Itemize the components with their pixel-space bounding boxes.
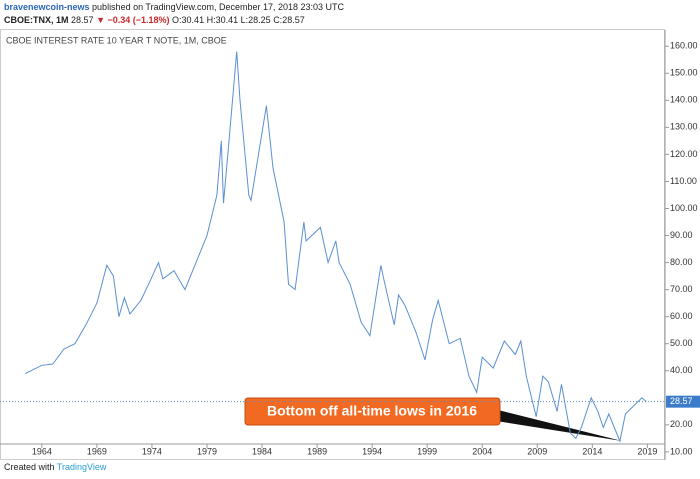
- low: L:28.25: [240, 15, 271, 25]
- y-tick-label: 80.00: [670, 257, 693, 267]
- y-tick-label: 90.00: [670, 230, 693, 240]
- close: C:28.57: [273, 15, 305, 25]
- y-tick-label: 20.00: [670, 419, 693, 429]
- x-tick-label: 2014: [582, 446, 602, 456]
- price-line: [25, 51, 647, 443]
- x-tick-label: 1994: [362, 446, 382, 456]
- published: published on TradingView.com, December 1…: [92, 2, 345, 12]
- x-tick-label: 2004: [472, 446, 492, 456]
- last: 28.57: [71, 15, 94, 25]
- y-tick-label: 60.00: [670, 311, 693, 321]
- x-tick-label: 1969: [87, 446, 107, 456]
- x-tick-label: 2009: [527, 446, 547, 456]
- y-tick-label: 150.00: [670, 68, 698, 78]
- chart-title: CBOE INTEREST RATE 10 YEAR T NOTE, 1M, C…: [6, 35, 227, 45]
- x-tick-label: 1974: [142, 446, 162, 456]
- y-tick-label: 160.00: [670, 41, 698, 51]
- quote-line: CBOE:TNX, 1M 28.57 ▼ −0.34 (−1.18%) O:30…: [4, 15, 305, 25]
- annotation: Bottom off all-time lows in 2016: [244, 397, 622, 441]
- y-tick-label: 130.00: [670, 122, 698, 132]
- brand[interactable]: TradingView: [56, 462, 107, 472]
- x-tick-label: 1964: [32, 446, 52, 456]
- change: ▼ −0.34 (−1.18%): [96, 15, 170, 25]
- author: bravenewcoin-news: [4, 2, 90, 12]
- last-price-label: 28.57: [670, 396, 693, 406]
- annotation-arrow: [490, 408, 622, 441]
- x-tick-label: 2019: [637, 446, 657, 456]
- publish-line: bravenewcoin-news published on TradingVi…: [4, 2, 344, 12]
- x-tick-label: 1999: [417, 446, 437, 456]
- x-tick-label: 1979: [197, 446, 217, 456]
- y-tick-label: 40.00: [670, 365, 693, 375]
- y-tick-label: 50.00: [670, 338, 693, 348]
- y-tick-label: 100.00: [670, 203, 698, 213]
- annotation-text: Bottom off all-time lows in 2016: [267, 403, 477, 419]
- x-tick-label: 1984: [252, 446, 272, 456]
- last-price-box: [666, 395, 700, 408]
- annotation-box: [244, 397, 501, 426]
- y-tick-label: 10.00: [670, 446, 693, 456]
- y-tick-label: 110.00: [670, 176, 697, 186]
- created-with: Created with: [4, 462, 55, 472]
- x-tick-label: 1989: [307, 446, 327, 456]
- plot-frame: [0, 29, 665, 460]
- high: H:30.41: [206, 15, 239, 25]
- y-tick-label: 140.00: [670, 95, 698, 105]
- y-tick-label: 120.00: [670, 149, 698, 159]
- symbol: CBOE:TNX, 1M: [4, 15, 69, 25]
- footer: Created with TradingView: [4, 462, 106, 472]
- open: O:30.41: [172, 15, 205, 25]
- y-tick-label: 70.00: [670, 284, 693, 294]
